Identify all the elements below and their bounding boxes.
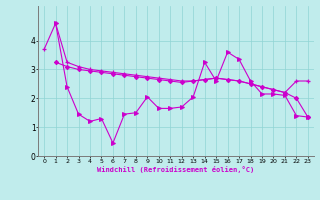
X-axis label: Windchill (Refroidissement éolien,°C): Windchill (Refroidissement éolien,°C)	[97, 166, 255, 173]
